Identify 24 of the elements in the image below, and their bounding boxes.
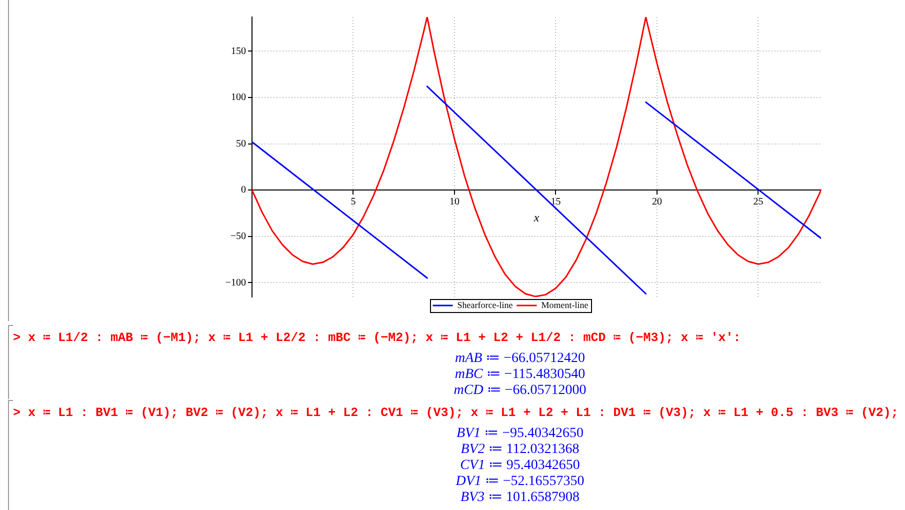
legend-label: Moment-line [541, 300, 588, 310]
x-axis-title: x [532, 210, 540, 224]
x-tick-label: 10 [449, 196, 460, 208]
x-tick-label: 5 [350, 196, 356, 208]
text: mAB ≔ −66.05712420 [454, 351, 586, 367]
text: BV2 ≔ 112.0321368 [460, 442, 580, 458]
x-tick-label: 25 [753, 196, 764, 208]
y-tick-label: −50 [230, 230, 246, 242]
text: CV1 ≔ 95.40342650 [459, 458, 581, 474]
y-tick-label: 100 [231, 92, 246, 104]
legend-label: Shearforce-line [457, 300, 513, 310]
text: > x ≔ L1 : BV1 ≔ (V1); BV2 ≔ (V2); x ≔ L1 + L2 : CV1 ≔ (V3); x ≔ L1 + L2 + L1 : DV1 ≔ (V3); x ≔ L1 + 0.5 : BV3 ≔ (V2); [13, 405, 898, 422]
text: BV1 ≔ −95.40342650 [456, 426, 584, 442]
x-tick-label: 20 [652, 196, 662, 208]
y-tick-label: −100 [225, 277, 246, 288]
text: DV1 ≔ −52.16557350 [454, 474, 586, 490]
y-tick-label: 150 [231, 46, 246, 57]
y-tick-label: 0 [241, 184, 246, 196]
text: mCD ≔ −66.05712000 [452, 383, 588, 399]
text: > x ≔ L1/2 : mAB ≔ (−M1); x ≔ L1 + L2/2 : mBC ≔ (−M2); x ≔ L1 + L2 + L1/2 : mCD ≔ (−M3); x ≔ 'x': [13, 330, 741, 347]
x-tick-label: 15 [550, 196, 561, 208]
text: mBC ≔ −115.4830540 [454, 367, 586, 383]
text: BV3 ≔ 101.6587908 [459, 490, 581, 506]
y-tick-label: 50 [236, 138, 246, 150]
